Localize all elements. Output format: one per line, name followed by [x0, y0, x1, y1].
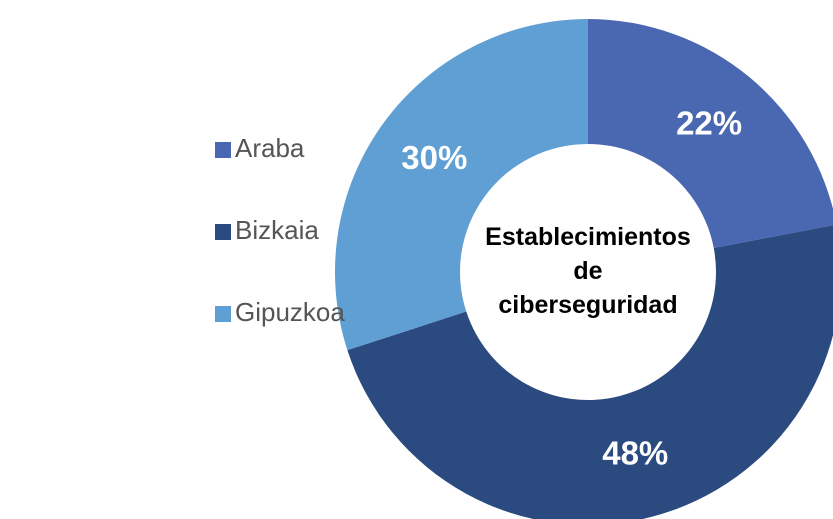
data-label: 22%: [676, 104, 742, 141]
legend-label: Araba: [235, 133, 305, 163]
center-label: Establecimientos de ciberseguridad: [485, 223, 691, 319]
data-label: 30%: [401, 139, 467, 176]
slice: [347, 225, 833, 519]
data-label: 48%: [602, 435, 668, 472]
slice: [588, 19, 833, 249]
legend-swatch: [215, 306, 231, 322]
legend-label: Bizkaia: [235, 215, 319, 245]
donut: [334, 19, 833, 519]
slice: [334, 19, 588, 351]
legend-swatch: [215, 224, 231, 240]
legend-label: Gipuzkoa: [235, 297, 345, 327]
legend-swatch: [215, 142, 231, 158]
